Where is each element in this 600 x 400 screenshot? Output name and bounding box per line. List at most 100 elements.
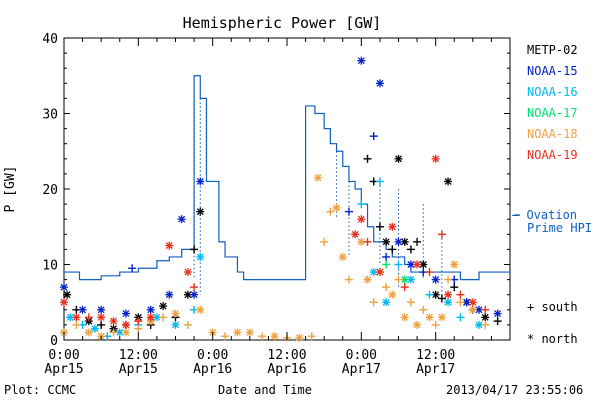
point-south	[444, 275, 453, 284]
point-south	[320, 237, 329, 246]
point-north	[493, 309, 502, 318]
legend-south-marker: + south	[527, 300, 578, 314]
point-south	[456, 290, 465, 299]
y-tick-label: 20	[42, 183, 58, 198]
point-south	[450, 283, 459, 292]
point-north	[121, 309, 130, 318]
point-south	[307, 332, 316, 341]
point-north	[400, 313, 409, 322]
x-axis-label: Date and Time	[218, 383, 312, 397]
legend-ovation-line2: Prime HPI	[527, 221, 592, 235]
point-north	[63, 290, 72, 299]
x-tick-label-time: 0:00	[346, 348, 377, 363]
point-north	[60, 283, 68, 292]
x-tick-label-date: Apr15	[119, 362, 158, 377]
point-north	[84, 328, 93, 337]
point-south	[344, 207, 353, 216]
point-north	[313, 173, 322, 182]
y-tick-label: 30	[42, 108, 58, 123]
point-south	[134, 317, 143, 326]
point-south	[190, 283, 199, 292]
point-north	[375, 79, 384, 88]
point-south	[159, 313, 168, 322]
point-north	[90, 324, 99, 333]
point-north	[394, 154, 403, 163]
chart-title: Hemispheric Power [GW]	[183, 14, 382, 32]
point-north	[468, 298, 477, 307]
point-south	[326, 207, 335, 216]
legend-north-marker: * north	[527, 332, 578, 346]
point-north	[146, 313, 155, 322]
legend: METP-02 NOAA-15 NOAA-16 NOAA-17 NOAA-18 NOAA-…	[514, 43, 578, 216]
point-north	[357, 56, 366, 65]
point-north	[165, 290, 174, 299]
legend-entry: METP-02	[527, 43, 578, 57]
point-south	[363, 237, 372, 246]
point-south	[493, 317, 502, 326]
point-north	[121, 320, 130, 329]
point-north	[146, 305, 155, 314]
point-south	[425, 268, 434, 277]
point-north	[450, 260, 459, 269]
point-south	[344, 275, 353, 284]
point-south	[481, 305, 490, 314]
point-north	[431, 290, 440, 299]
point-north	[400, 275, 409, 284]
point-north	[382, 298, 391, 307]
point-south	[400, 283, 409, 292]
point-south	[406, 245, 415, 254]
point-north	[233, 328, 242, 337]
point-south	[406, 298, 415, 307]
point-north	[97, 313, 106, 322]
footer-plot-credit: Plot: CCMC	[4, 383, 76, 397]
point-south	[375, 222, 384, 231]
y-axis-label: P [GW]	[3, 166, 18, 213]
point-north	[382, 237, 391, 246]
point-south	[456, 298, 465, 307]
x-axis-ticks: 0:00Apr1512:00Apr150:00Apr1612:00Apr160:…	[44, 38, 492, 377]
ovation-hpi-line	[64, 75, 510, 281]
point-south	[388, 245, 397, 254]
point-south	[437, 230, 446, 239]
point-north	[425, 313, 434, 322]
point-north	[394, 237, 403, 246]
legend-entry: NOAA-16	[527, 85, 578, 99]
point-north	[444, 177, 453, 186]
point-south	[375, 177, 384, 186]
point-north	[444, 290, 453, 299]
point-south	[394, 275, 403, 284]
point-north	[375, 268, 384, 277]
point-south	[134, 324, 143, 333]
point-north	[245, 328, 254, 337]
point-north	[121, 328, 130, 337]
point-south	[183, 320, 192, 329]
point-south	[72, 320, 81, 329]
point-north	[60, 298, 68, 307]
point-north	[388, 290, 397, 299]
point-north	[183, 268, 192, 277]
point-north	[196, 177, 205, 186]
point-south	[128, 264, 137, 273]
point-north	[363, 275, 372, 284]
y-tick-label: 0	[50, 334, 58, 349]
point-north	[171, 320, 180, 329]
point-north	[431, 154, 440, 163]
x-tick-label-time: 12:00	[416, 348, 455, 363]
point-north	[481, 313, 490, 322]
x-tick-label-date: Apr16	[193, 362, 232, 377]
point-south	[419, 305, 428, 314]
point-south	[258, 332, 267, 341]
point-north	[295, 333, 304, 342]
point-south	[382, 252, 391, 261]
point-north	[109, 317, 118, 326]
legend-entry: NOAA-19	[527, 148, 578, 162]
point-south	[382, 283, 391, 292]
point-north	[78, 305, 87, 314]
footer-timestamp: 2013/04/17 23:55:06	[446, 383, 583, 397]
point-north	[190, 290, 199, 299]
x-tick-label-time: 0:00	[197, 348, 228, 363]
legend-ovation-line1: — Ovation	[512, 208, 577, 222]
point-south	[425, 290, 434, 299]
point-north	[97, 305, 106, 314]
